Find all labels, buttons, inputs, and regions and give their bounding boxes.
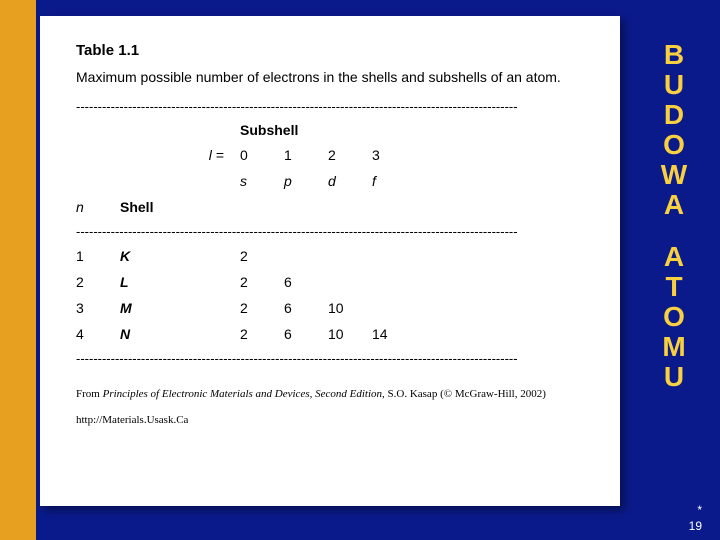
side-letter: U xyxy=(640,362,710,392)
val-cell xyxy=(372,295,416,321)
val-cell: 6 xyxy=(284,269,328,295)
header-row: n Shell xyxy=(76,194,584,220)
n-cell: 2 xyxy=(76,269,120,295)
val-cell: 14 xyxy=(372,321,416,347)
val-cell: 6 xyxy=(284,295,328,321)
source-suffix: , S.O. Kasap (© McGraw-Hill, 2002) xyxy=(382,388,546,400)
side-letter: O xyxy=(640,302,710,332)
val-cell xyxy=(328,243,372,269)
l-value: 2 xyxy=(328,142,372,168)
l-symbol: l xyxy=(209,147,212,163)
orbital-label: s xyxy=(240,168,284,194)
orbital-label: d xyxy=(328,168,372,194)
slide-footer: * 19 xyxy=(689,502,702,534)
table-caption: Maximum possible number of electrons in … xyxy=(76,69,584,85)
side-letter: W xyxy=(640,160,710,190)
l-value: 1 xyxy=(284,142,328,168)
shell-cell: K xyxy=(120,243,240,269)
val-cell xyxy=(328,269,372,295)
n-cell: 4 xyxy=(76,321,120,347)
side-letter: U xyxy=(640,70,710,100)
n-header: n xyxy=(76,194,120,220)
page-number: 19 xyxy=(689,518,702,534)
orbital-label: p xyxy=(284,168,328,194)
source-url: http://Materials.Usask.Ca xyxy=(76,414,584,426)
shell-cell: L xyxy=(120,269,240,295)
gold-accent-bar xyxy=(0,0,36,540)
shell-cell: M xyxy=(120,295,240,321)
l-value: 3 xyxy=(372,142,416,168)
val-cell: 2 xyxy=(240,295,284,321)
side-letter: A xyxy=(640,242,710,272)
divider: ----------------------------------------… xyxy=(76,99,584,114)
side-letter: A xyxy=(640,190,710,220)
val-cell: 2 xyxy=(240,269,284,295)
l-equals: = xyxy=(216,147,224,163)
val-cell xyxy=(284,243,328,269)
divider: ----------------------------------------… xyxy=(76,224,584,239)
source-citation: From Principles of Electronic Materials … xyxy=(76,384,584,404)
source-book: Principles of Electronic Materials and D… xyxy=(103,388,382,400)
divider: ----------------------------------------… xyxy=(76,351,584,366)
source-prefix: From xyxy=(76,388,103,400)
shell-cell: N xyxy=(120,321,240,347)
footer-star: * xyxy=(689,502,702,518)
table-row: 1 K 2 xyxy=(76,243,584,269)
val-cell: 10 xyxy=(328,321,372,347)
shell-header: Shell xyxy=(120,194,240,220)
table-row: 2 L 2 6 xyxy=(76,269,584,295)
side-letter: T xyxy=(640,272,710,302)
l-row: l = 0 1 2 3 xyxy=(76,142,584,168)
table-row: 4 N 2 6 10 14 xyxy=(76,321,584,347)
side-letter: M xyxy=(640,332,710,362)
content-panel: Table 1.1 Maximum possible number of ele… xyxy=(40,16,620,506)
val-cell: 2 xyxy=(240,243,284,269)
table-label: Table 1.1 xyxy=(76,42,584,59)
orbital-label: f xyxy=(372,168,416,194)
orbital-row: s p d f xyxy=(76,168,584,194)
subshell-header: Subshell xyxy=(240,118,584,142)
l-value: 0 xyxy=(240,142,284,168)
side-letter: B xyxy=(640,40,710,70)
val-cell: 6 xyxy=(284,321,328,347)
n-cell: 1 xyxy=(76,243,120,269)
table-row: 3 M 2 6 10 xyxy=(76,295,584,321)
n-cell: 3 xyxy=(76,295,120,321)
val-cell: 2 xyxy=(240,321,284,347)
side-letter: O xyxy=(640,130,710,160)
val-cell xyxy=(372,243,416,269)
val-cell: 10 xyxy=(328,295,372,321)
slide-side-title: B U D O W A A T O M U xyxy=(640,40,710,392)
val-cell xyxy=(372,269,416,295)
side-letter: D xyxy=(640,100,710,130)
